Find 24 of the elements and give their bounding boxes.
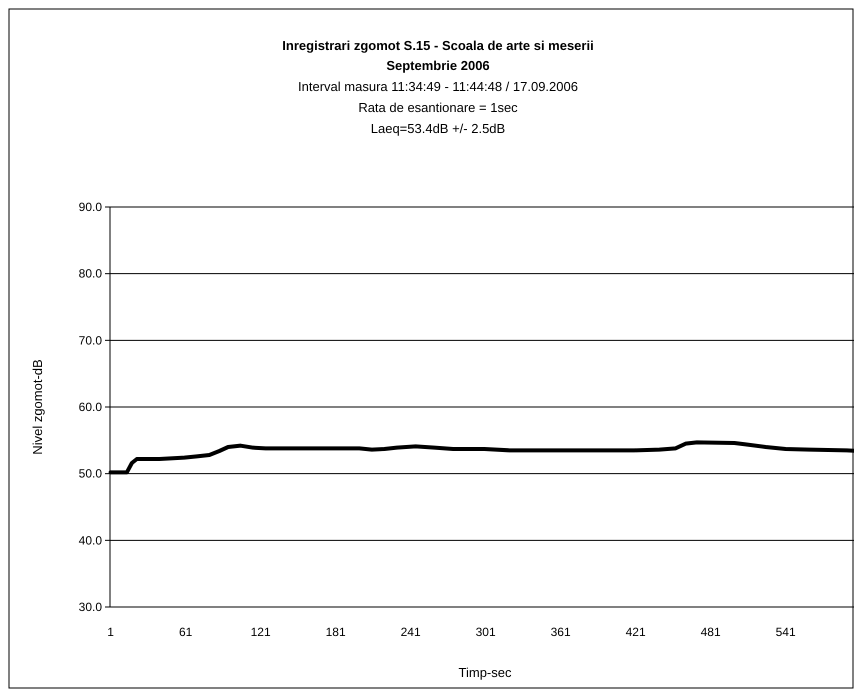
y-tick-label: 40.0 xyxy=(78,533,102,548)
y-tick-label: 90.0 xyxy=(78,200,102,214)
x-tick-label: 301 xyxy=(476,625,496,639)
x-tick-label: 181 xyxy=(326,625,346,639)
x-tick-label: 241 xyxy=(400,625,421,639)
text: Interval masura 11:34:49 - 11:44:48 / 17.09.2006 xyxy=(298,79,578,94)
x-tick-label: 481 xyxy=(700,625,721,639)
x-tick-label: 121 xyxy=(250,625,271,639)
y-tick-label: 70.0 xyxy=(78,333,102,348)
y-axis-title: Nivel zgomot-dB xyxy=(30,359,45,455)
x-axis-title: Timp-sec xyxy=(458,665,512,680)
x-tick-label: 421 xyxy=(626,625,646,639)
y-tick-label: 60.0 xyxy=(78,400,102,414)
x-tick-label: 541 xyxy=(776,625,796,639)
x-tick-label: 361 xyxy=(550,625,571,639)
x-tick-label: 1 xyxy=(107,625,114,639)
x-tick-label: 61 xyxy=(178,625,193,639)
chart-subtitle: Septembrie 2006 xyxy=(386,58,490,73)
text: Rata de esantionare = 1sec xyxy=(358,100,518,115)
y-tick-label: 30.0 xyxy=(78,600,102,614)
chart-title: Inregistrari zgomot S.15 - Scoala de arte si meserii xyxy=(282,38,594,53)
text: Laeq=53.4dB +/- 2.5dB xyxy=(370,121,506,136)
y-tick-label: 80.0 xyxy=(78,266,102,281)
y-tick-label: 50.0 xyxy=(78,466,102,481)
